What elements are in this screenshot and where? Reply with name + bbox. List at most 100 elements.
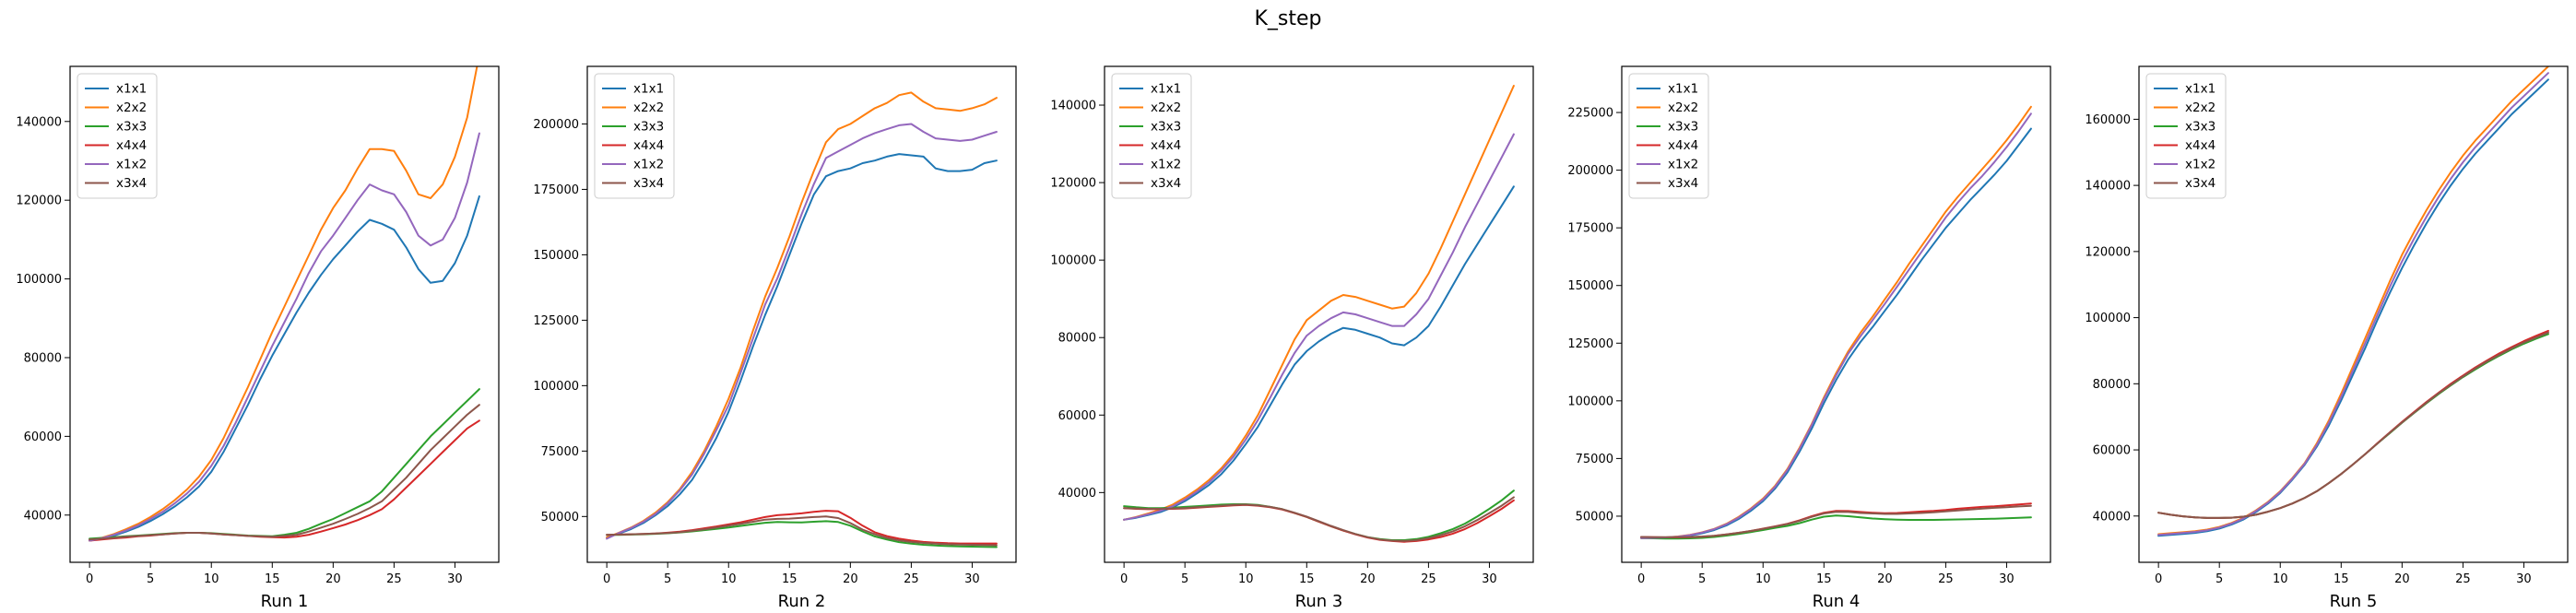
x-tick-label: 10 (1238, 572, 1254, 586)
series-line-x3x4 (89, 404, 480, 541)
y-tick-label: 100000 (1567, 395, 1613, 408)
subplot-panels: 0 5 10 15 20 25 30 40000 60000 80000 100000 120000 1… (16, 65, 2569, 611)
legend-label-x3x4: x3x4 (633, 176, 664, 191)
y-tick-label: 40000 (24, 509, 62, 523)
legend-label-x3x3: x3x3 (2185, 120, 2216, 135)
x-tick-label: 30 (2516, 572, 2532, 586)
x-axis-label: Run 3 (1295, 592, 1343, 611)
legend: x1x1 x2x2 x3x3 x4x4 x1x2 x3x4 (594, 73, 675, 199)
series-line-x3x4 (606, 515, 998, 547)
legend-label-x4x4: x4x4 (1151, 138, 1181, 153)
y-tick-label: 50000 (1576, 510, 1613, 524)
legend-label-x3x3: x3x3 (1151, 120, 1181, 135)
x-tick-label: 0 (603, 572, 610, 586)
figure-suptitle: K_step (1254, 7, 1321, 30)
y-tick-label: 80000 (1058, 332, 1096, 346)
legend-box (77, 73, 158, 199)
x-tick-label: 25 (1938, 572, 1954, 586)
series-line-x3x3 (1640, 514, 2032, 540)
y-tick-label: 40000 (1058, 487, 1096, 501)
series-line-x2x2 (89, 66, 479, 542)
series-lines (1123, 85, 1515, 543)
y-tick-label: 150000 (533, 249, 579, 263)
axes-frame (586, 65, 1017, 563)
legend-label-x2x2: x2x2 (633, 100, 664, 115)
legend-box (2145, 73, 2227, 199)
legend-box (594, 73, 675, 199)
x-tick-label: 0 (2155, 572, 2162, 586)
x-tick-label: 20 (2394, 572, 2410, 586)
legend-label-x3x3: x3x3 (116, 120, 147, 135)
x-tick-label: 30 (1999, 572, 2015, 586)
y-tick-label: 175000 (1567, 222, 1613, 236)
x-tick-label: 30 (964, 572, 980, 586)
x-tick-label: 0 (1637, 572, 1645, 586)
series-line-x1x2 (2157, 72, 2549, 536)
legend-label-x2x2: x2x2 (1668, 100, 1698, 115)
y-tick-label: 100000 (2085, 312, 2131, 325)
y-tick-label: 60000 (2093, 444, 2131, 458)
legend-label-x1x2: x1x2 (2185, 158, 2216, 172)
x-tick-label: 20 (843, 572, 858, 586)
series-lines (606, 91, 998, 548)
legend-label-x3x4: x3x4 (116, 176, 147, 191)
y-tick-label: 80000 (2093, 378, 2131, 392)
x-axis-label: Run 2 (778, 592, 826, 611)
x-tick-label: 5 (147, 572, 154, 586)
legend-label-x1x1: x1x1 (116, 82, 147, 97)
y-tick-label: 100000 (533, 380, 579, 394)
subplot-run-1: 0 5 10 15 20 25 30 40000 60000 80000 100000 120000 1… (16, 65, 500, 611)
x-tick-label: 15 (1299, 572, 1315, 586)
legend-box (1628, 73, 1709, 199)
legend: x1x1 x2x2 x3x3 x4x4 x1x2 x3x4 (2145, 73, 2227, 199)
series-line-x1x2 (606, 123, 998, 540)
y-tick-label: 140000 (16, 115, 62, 129)
x-tick-label: 10 (1755, 572, 1771, 586)
legend-label-x4x4: x4x4 (116, 138, 147, 153)
y-tick-label: 125000 (1567, 337, 1613, 351)
x-tick-label: 5 (2216, 572, 2223, 586)
series-line-x3x4 (2157, 331, 2549, 519)
x-tick-label: 25 (904, 572, 919, 586)
x-axis-label: Run 1 (261, 592, 309, 611)
x-tick-label: 15 (782, 572, 798, 586)
legend-label-x3x3: x3x3 (633, 120, 664, 135)
legend-label-x3x4: x3x4 (1151, 176, 1181, 191)
axes-frame (2138, 65, 2569, 563)
x-tick-label: 25 (2455, 572, 2471, 586)
legend-label-x1x1: x1x1 (1151, 82, 1181, 97)
x-tick-label: 10 (721, 572, 737, 586)
legend-label-x4x4: x4x4 (633, 138, 664, 153)
legend-label-x4x4: x4x4 (1668, 138, 1698, 153)
series-line-x1x1 (1123, 185, 1515, 521)
y-tick-label: 120000 (16, 195, 62, 208)
legend: x1x1 x2x2 x3x3 x4x4 x1x2 x3x4 (1111, 73, 1192, 199)
legend-label-x3x3: x3x3 (1668, 120, 1698, 135)
legend-box (1111, 73, 1192, 199)
x-tick-label: 25 (1421, 572, 1436, 586)
series-line-x2x2 (1123, 85, 1515, 521)
y-tick-label: 120000 (1050, 177, 1096, 191)
y-tick-label: 120000 (2085, 245, 2131, 259)
legend-label-x2x2: x2x2 (1151, 100, 1181, 115)
legend-label-x1x2: x1x2 (116, 158, 147, 172)
x-tick-label: 25 (386, 572, 402, 586)
legend-label-x2x2: x2x2 (2185, 100, 2216, 115)
y-tick-label: 140000 (1050, 100, 1096, 113)
y-tick-label: 125000 (533, 314, 579, 328)
series-line-x1x1 (2157, 78, 2549, 537)
x-tick-label: 15 (1816, 572, 1832, 586)
axes-frame (1104, 65, 1534, 563)
x-axis-label: Run 5 (2330, 592, 2378, 611)
series-line-x3x4 (1123, 496, 1515, 542)
legend-label-x3x4: x3x4 (2185, 176, 2216, 191)
legend: x1x1 x2x2 x3x3 x4x4 x1x2 x3x4 (1628, 73, 1709, 199)
legend-label-x1x2: x1x2 (1668, 158, 1698, 172)
x-tick-label: 20 (1877, 572, 1893, 586)
x-tick-label: 20 (325, 572, 341, 586)
x-tick-label: 30 (1482, 572, 1497, 586)
y-tick-label: 225000 (1567, 107, 1613, 121)
series-line-x1x2 (1640, 112, 2032, 539)
x-tick-label: 15 (2334, 572, 2349, 586)
